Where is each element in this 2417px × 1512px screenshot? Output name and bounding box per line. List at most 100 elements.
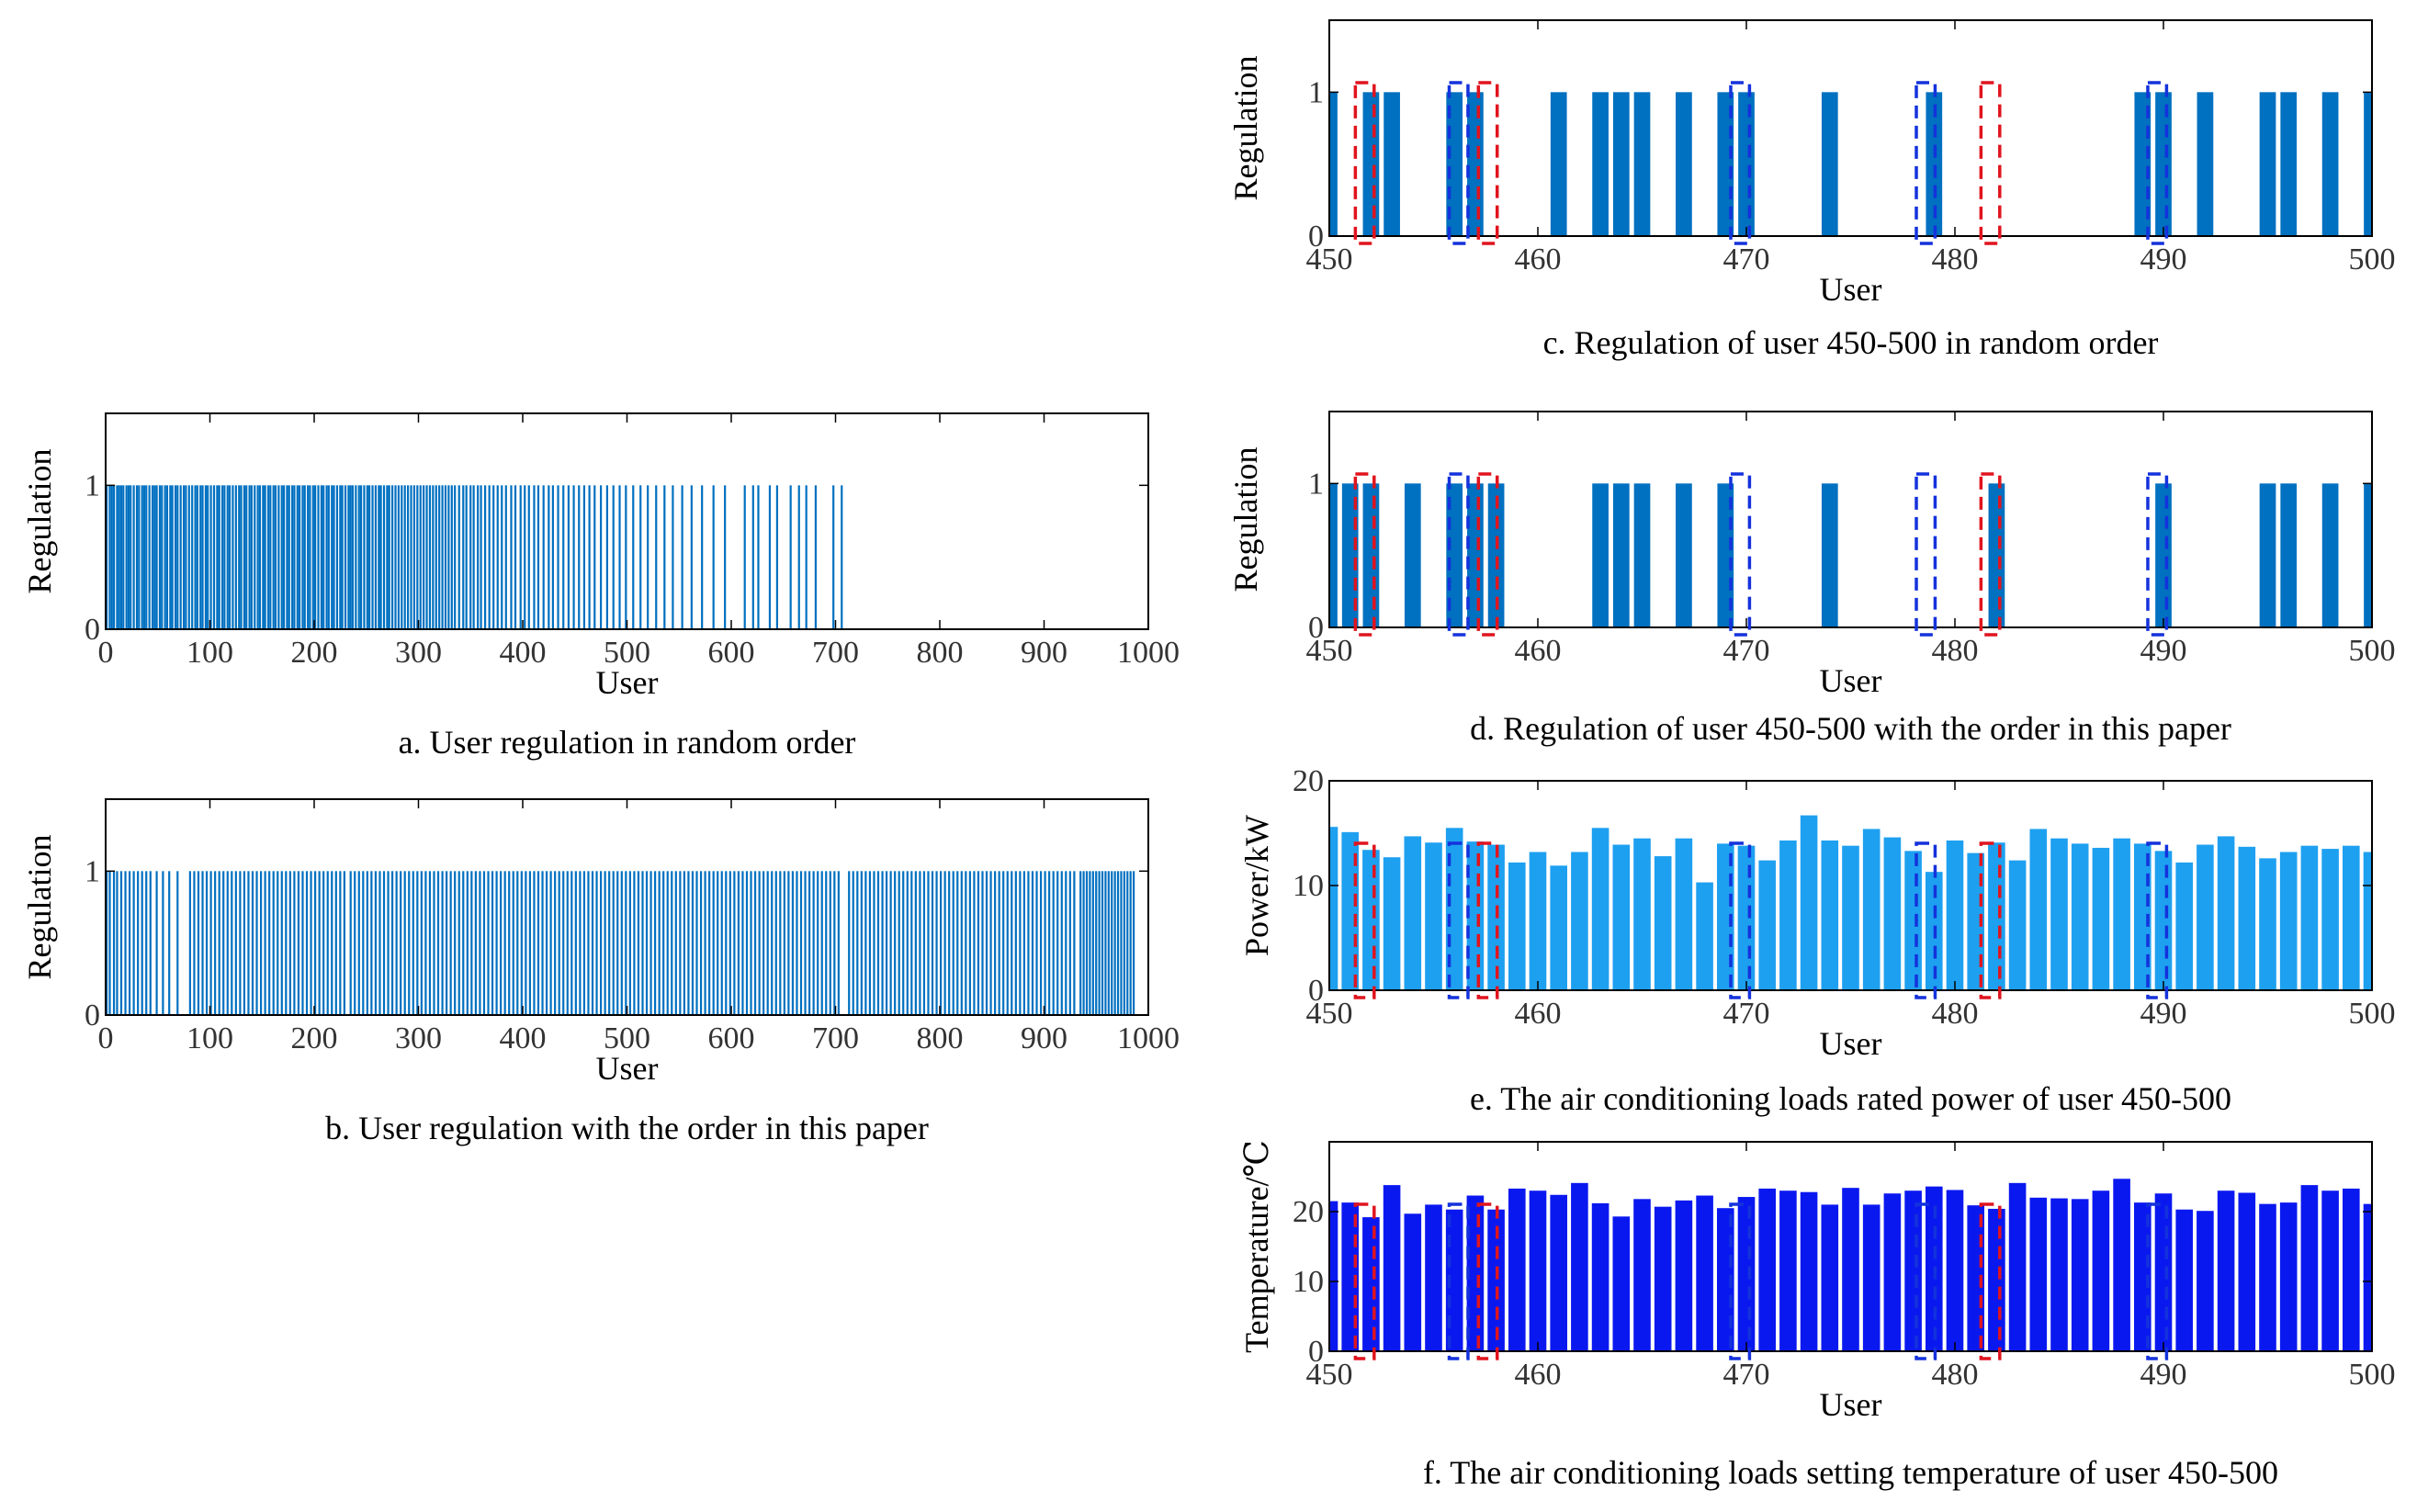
bar xyxy=(2259,483,2276,627)
bar xyxy=(687,871,690,1015)
bar xyxy=(148,485,151,629)
bar xyxy=(403,485,406,629)
bar xyxy=(832,485,835,629)
bar xyxy=(310,871,312,1015)
bar xyxy=(1487,1209,1505,1351)
bar xyxy=(410,485,412,629)
bar xyxy=(135,485,139,629)
bar xyxy=(1862,829,1881,990)
bar xyxy=(699,871,703,1015)
bar xyxy=(779,871,782,1015)
bar xyxy=(216,485,219,629)
chart-panel-c: 450 460 470 480 490 500 0 1 User Regulation c. Reg… xyxy=(1227,19,2396,361)
x-tick-label: 0 xyxy=(98,636,114,670)
x-axis-title: User xyxy=(596,1050,659,1087)
bar xyxy=(454,871,457,1015)
bar xyxy=(876,871,880,1015)
bar xyxy=(1592,92,1609,236)
bar xyxy=(378,871,381,1015)
bar xyxy=(864,871,867,1015)
bar xyxy=(469,485,472,629)
bar xyxy=(322,871,325,1015)
x-tick-label: 400 xyxy=(500,1021,547,1055)
bar xyxy=(314,485,317,629)
y-tick-label: 10 xyxy=(1293,869,1324,903)
bar xyxy=(587,871,590,1015)
bar xyxy=(1946,840,1964,990)
bar xyxy=(757,485,760,629)
bar xyxy=(712,485,715,629)
bar xyxy=(390,485,394,629)
bar xyxy=(750,871,752,1015)
bar xyxy=(351,485,355,629)
bar xyxy=(725,871,728,1015)
highlight-box-red xyxy=(1353,81,1376,245)
bar xyxy=(796,871,798,1015)
bar xyxy=(1842,845,1859,990)
bar xyxy=(783,871,785,1015)
bar xyxy=(533,485,536,629)
bar xyxy=(2217,1190,2235,1351)
bar xyxy=(1737,1197,1756,1351)
bar xyxy=(919,871,921,1015)
bar xyxy=(176,485,179,629)
bar xyxy=(524,485,526,629)
bar xyxy=(1404,1213,1422,1351)
bar xyxy=(1758,860,1776,990)
bar xyxy=(122,485,125,629)
bar xyxy=(239,871,242,1015)
bar xyxy=(1044,871,1046,1015)
bar xyxy=(712,871,715,1015)
bar xyxy=(130,485,132,629)
bar xyxy=(335,485,339,629)
bar xyxy=(474,871,477,1015)
bar xyxy=(280,485,283,629)
bar xyxy=(419,485,422,629)
bar xyxy=(2197,92,2214,236)
bar xyxy=(510,485,513,629)
bar xyxy=(1591,1202,1609,1351)
bar xyxy=(108,871,111,1015)
y-tick-label: 20 xyxy=(1293,1195,1324,1229)
highlight-box-red xyxy=(1979,81,2002,245)
bar xyxy=(355,485,357,629)
bar xyxy=(1329,483,1338,627)
bar xyxy=(368,485,371,629)
bar xyxy=(508,871,511,1015)
bar xyxy=(248,485,251,629)
bar xyxy=(314,871,317,1015)
highlight-box-red xyxy=(1476,841,1499,999)
bar xyxy=(604,871,606,1015)
y-tick-label: 0 xyxy=(1308,220,1324,254)
bars-group xyxy=(1329,92,2372,236)
bar xyxy=(1612,1216,1631,1351)
bar xyxy=(317,485,320,629)
bar xyxy=(2154,851,2173,990)
bar xyxy=(1883,837,1902,990)
bar xyxy=(1675,838,1693,990)
bar xyxy=(1048,871,1051,1015)
bar xyxy=(127,485,130,629)
bar xyxy=(196,485,198,629)
bar xyxy=(2029,829,2048,990)
x-tick-label: 200 xyxy=(291,636,338,670)
bar xyxy=(218,485,220,629)
bar xyxy=(254,485,256,629)
bar xyxy=(1107,871,1110,1015)
bar xyxy=(1329,1201,1338,1351)
bar xyxy=(243,871,246,1015)
bar xyxy=(354,871,356,1015)
bar xyxy=(1031,871,1034,1015)
bar xyxy=(344,485,347,629)
bar xyxy=(297,871,300,1015)
bar xyxy=(647,485,649,629)
bar xyxy=(789,485,792,629)
bar xyxy=(204,485,208,629)
bar xyxy=(1079,871,1082,1015)
bar xyxy=(374,871,378,1015)
bar xyxy=(1111,871,1113,1015)
bar xyxy=(612,871,615,1015)
x-tick-label: 460 xyxy=(1515,243,1562,276)
bar xyxy=(482,871,486,1015)
